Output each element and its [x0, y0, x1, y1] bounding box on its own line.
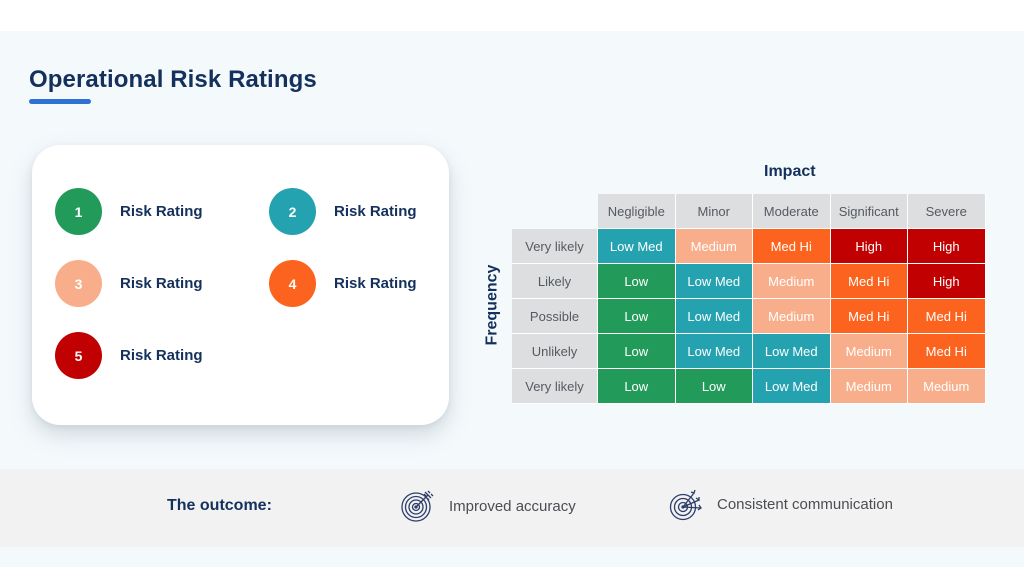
- matrix-cell: High: [830, 229, 908, 264]
- rating-circle-4: 4: [269, 260, 316, 307]
- matrix-cell: High: [908, 229, 986, 264]
- legend-item-1: 1 Risk Rating: [55, 188, 203, 235]
- matrix-cell: Low: [598, 264, 676, 299]
- legend-item-3: 3 Risk Rating: [55, 260, 203, 307]
- outcome-item-communication: Consistent communication: [669, 487, 893, 521]
- page-title: Operational Risk Ratings: [29, 66, 317, 93]
- legend-label: Risk Rating: [120, 203, 203, 220]
- legend-label: Risk Rating: [334, 275, 417, 292]
- matrix-cell: Low Med: [753, 369, 831, 404]
- title-underline: [29, 99, 91, 104]
- matrix-cell: Med Hi: [908, 334, 986, 369]
- matrix-cell: Med Hi: [830, 299, 908, 334]
- rating-circle-3: 3: [55, 260, 102, 307]
- matrix-cell: Medium: [753, 264, 831, 299]
- matrix-row: Unlikely Low Low Med Low Med Medium Med …: [512, 334, 986, 369]
- column-header: Minor: [675, 194, 753, 229]
- matrix-row: Very likely Low Low Low Med Medium Mediu…: [512, 369, 986, 404]
- row-header: Very likely: [512, 369, 598, 404]
- legend-card: 1 Risk Rating 2 Risk Rating 3 Risk Ratin…: [32, 145, 449, 425]
- column-header: Moderate: [753, 194, 831, 229]
- row-header: Unlikely: [512, 334, 598, 369]
- row-header: Very likely: [512, 229, 598, 264]
- matrix-cell: Low Med: [753, 334, 831, 369]
- matrix-cell: Medium: [675, 229, 753, 264]
- target-arrow-icon: [401, 490, 434, 522]
- legend-label: Risk Rating: [334, 203, 417, 220]
- outcome-label: The outcome:: [167, 497, 272, 514]
- matrix-row: Possible Low Low Med Medium Med Hi Med H…: [512, 299, 986, 334]
- column-header: Significant: [830, 194, 908, 229]
- matrix-cell: Low Med: [675, 299, 753, 334]
- rating-circle-1: 1: [55, 188, 102, 235]
- column-header: Severe: [908, 194, 986, 229]
- legend-item-5: 5 Risk Rating: [55, 332, 203, 379]
- rating-circle-5: 5: [55, 332, 102, 379]
- matrix-cell: Low Med: [675, 264, 753, 299]
- outcome-text: Improved accuracy: [449, 497, 576, 515]
- matrix-row: Likely Low Low Med Medium Med Hi High: [512, 264, 986, 299]
- matrix-header-row: Negligible Minor Moderate Significant Se…: [512, 194, 986, 229]
- matrix-cell: Medium: [830, 334, 908, 369]
- matrix-cell: Medium: [908, 369, 986, 404]
- column-header: Negligible: [598, 194, 676, 229]
- matrix-cell: Low Med: [598, 229, 676, 264]
- row-header: Likely: [512, 264, 598, 299]
- legend-label: Risk Rating: [120, 347, 203, 364]
- matrix-cell: Med Hi: [753, 229, 831, 264]
- matrix-cell: Medium: [830, 369, 908, 404]
- matrix-cell: Low Med: [675, 334, 753, 369]
- top-band: [0, 0, 1024, 31]
- matrix-cell: High: [908, 264, 986, 299]
- matrix-cell: Low: [598, 334, 676, 369]
- matrix-cell: Medium: [753, 299, 831, 334]
- legend-item-4: 4 Risk Rating: [269, 260, 417, 307]
- target-multi-arrow-icon: [669, 489, 702, 521]
- outcome-text: Consistent communication: [717, 495, 893, 513]
- risk-matrix: Negligible Minor Moderate Significant Se…: [512, 194, 986, 404]
- row-header: Possible: [512, 299, 598, 334]
- outcome-bar: [0, 469, 1024, 547]
- legend-label: Risk Rating: [120, 275, 203, 292]
- matrix-corner: [512, 194, 598, 229]
- matrix-cell: Low: [598, 299, 676, 334]
- outcome-item-accuracy: Improved accuracy: [401, 489, 576, 523]
- matrix-cell: Low: [675, 369, 753, 404]
- rating-circle-2: 2: [269, 188, 316, 235]
- matrix-cell: Med Hi: [830, 264, 908, 299]
- frequency-axis-title: Frequency: [483, 264, 501, 346]
- impact-axis-title: Impact: [764, 163, 816, 180]
- matrix-cell: Med Hi: [908, 299, 986, 334]
- matrix-row: Very likely Low Med Medium Med Hi High H…: [512, 229, 986, 264]
- matrix-cell: Low: [598, 369, 676, 404]
- legend-item-2: 2 Risk Rating: [269, 188, 417, 235]
